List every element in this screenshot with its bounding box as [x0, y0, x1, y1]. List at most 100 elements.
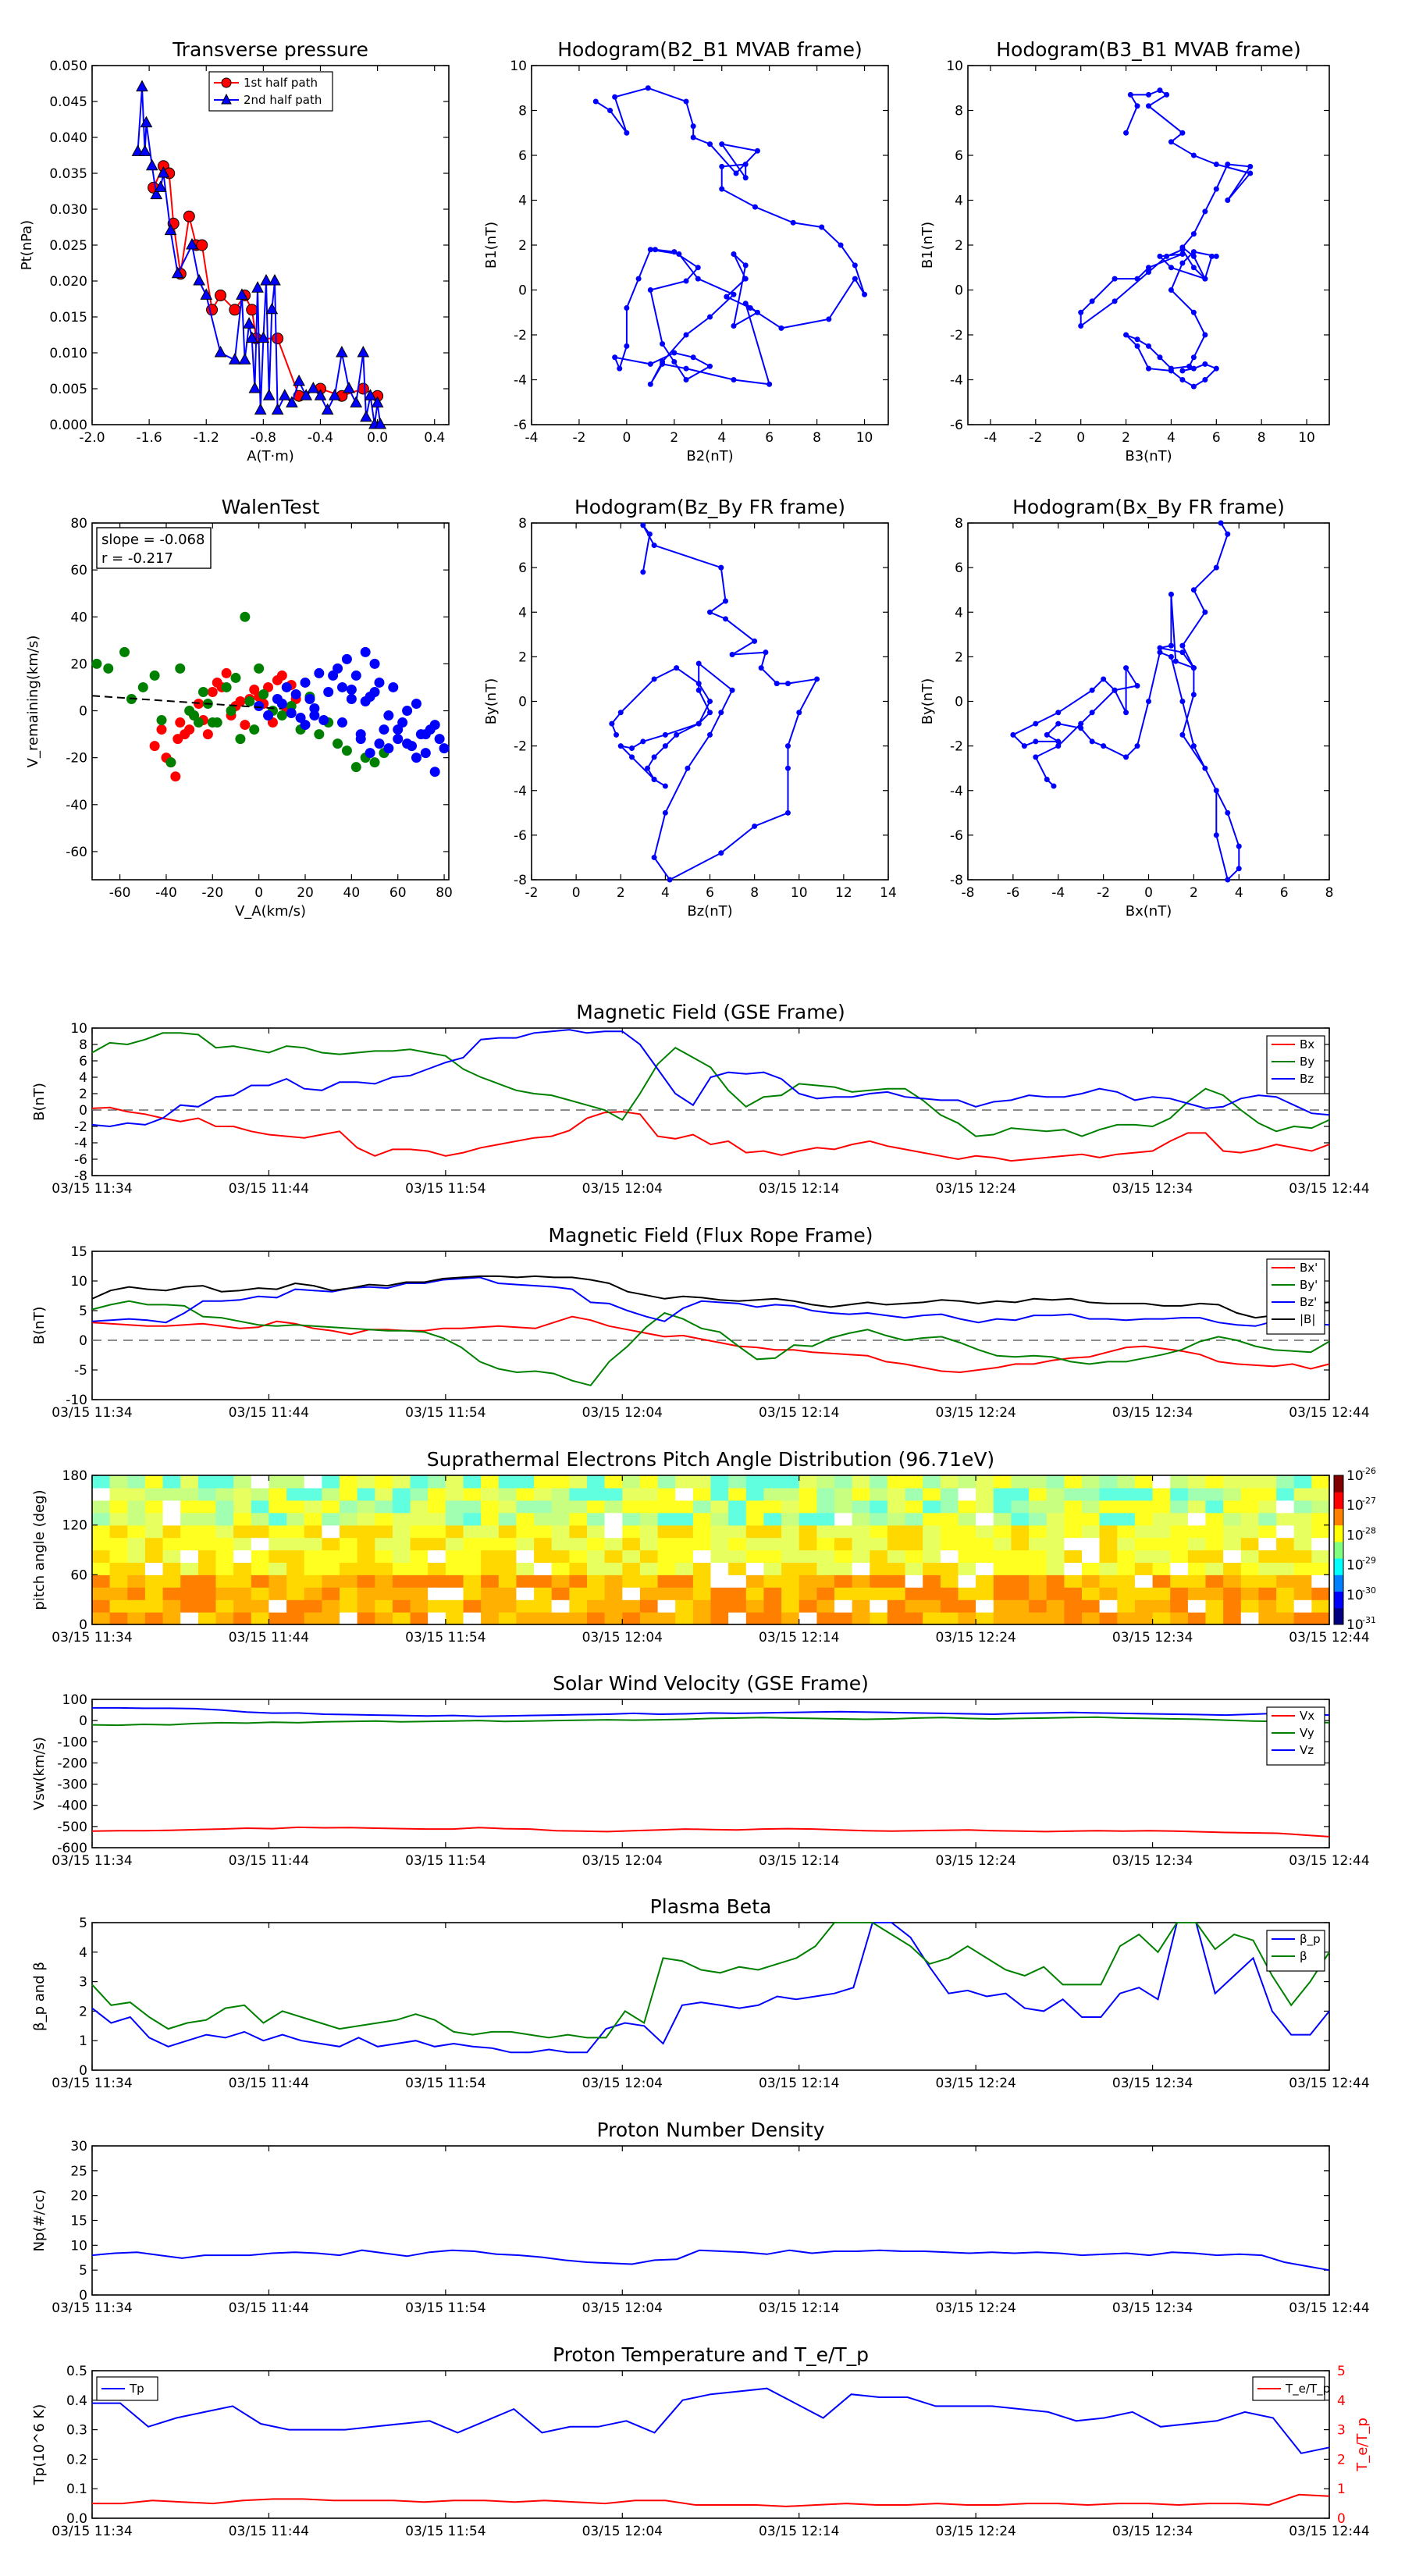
- heatmap-cell: [1134, 1512, 1154, 1526]
- y-tick-label: -40: [66, 798, 87, 813]
- heatmap-cell: [1223, 1475, 1242, 1489]
- heatmap-cell: [587, 1612, 606, 1625]
- heatmap-cell: [1152, 1500, 1171, 1514]
- heatmap-cell: [410, 1512, 429, 1526]
- y-tick-label-right: 1: [1337, 2482, 1346, 2497]
- series-bx-line: [91, 1106, 1330, 1162]
- heatmap-cell: [92, 1562, 111, 1575]
- heatmap-cell: [1029, 1574, 1048, 1588]
- heatmap-cell: [551, 1537, 570, 1551]
- heatmap-cell: [1029, 1550, 1048, 1563]
- hodogram-point: [1225, 877, 1231, 883]
- heatmap-cell: [1082, 1525, 1101, 1539]
- heatmap-cell: [410, 1487, 429, 1501]
- x-axis-label: V_A(km/s): [235, 903, 306, 920]
- hodogram-point: [707, 609, 713, 615]
- chart-title: Suprathermal Electrons Pitch Angle Distr…: [427, 1448, 994, 1471]
- hodogram-point: [1190, 383, 1197, 390]
- heatmap-cell: [162, 1500, 181, 1514]
- hodogram-point: [729, 687, 735, 693]
- y-tick-label-right: 0: [1337, 2511, 1346, 2527]
- data-point: [145, 158, 158, 171]
- heatmap-cell: [763, 1612, 782, 1625]
- heatmap-cell: [1082, 1537, 1101, 1551]
- x-tick-label: -60: [109, 885, 131, 901]
- heatmap-cell: [534, 1500, 553, 1514]
- heatmap-cell: [410, 1475, 429, 1489]
- heatmap-cell: [781, 1562, 800, 1575]
- data-point: [336, 345, 348, 358]
- heatmap-cell: [1011, 1525, 1030, 1539]
- heatmap-cell: [1046, 1612, 1065, 1625]
- data-point: [245, 331, 258, 343]
- hodogram-point: [683, 98, 689, 105]
- heatmap-cell: [233, 1525, 252, 1539]
- hodogram-point: [1202, 361, 1208, 367]
- y-axis-label: B(nT): [31, 1083, 48, 1121]
- hodogram-point: [742, 301, 749, 307]
- heatmap-cell: [834, 1587, 853, 1600]
- heatmap-cell: [215, 1487, 234, 1501]
- hodogram-point: [1202, 609, 1208, 615]
- scatter-point: [254, 663, 265, 674]
- heatmap-cell: [127, 1550, 146, 1563]
- x-tick-label: 60: [389, 885, 407, 901]
- heatmap-cell: [976, 1562, 994, 1575]
- heatmap-cell: [1276, 1562, 1295, 1575]
- heatmap-cell: [1205, 1599, 1224, 1613]
- heatmap-cell: [657, 1512, 676, 1526]
- hodogram-point: [1190, 354, 1197, 361]
- legend-box: [1266, 1706, 1325, 1766]
- heatmap-cell: [410, 1587, 429, 1600]
- hodogram-point: [1123, 754, 1129, 760]
- heatmap-cell: [304, 1587, 322, 1600]
- data-point: [271, 403, 284, 415]
- heatmap-cell: [516, 1574, 535, 1588]
- hodogram-point: [1213, 162, 1219, 167]
- heatmap-cell: [1011, 1487, 1030, 1501]
- heatmap-cell: [1029, 1599, 1048, 1613]
- heatmap-cell: [1293, 1587, 1312, 1600]
- heatmap-cell: [1205, 1500, 1224, 1514]
- x-tick-label: 80: [436, 885, 453, 901]
- heatmap-cell: [799, 1537, 817, 1551]
- heatmap-cell: [109, 1500, 128, 1514]
- hodogram-point: [1168, 642, 1174, 649]
- y-tick-label-right: 2: [1337, 2452, 1346, 2467]
- x-tick-label: -1.2: [194, 430, 219, 446]
- heatmap-cell: [1311, 1525, 1330, 1539]
- legend-label: Vy: [1300, 1726, 1314, 1740]
- data-point: [196, 239, 208, 251]
- scatter-point: [434, 734, 445, 745]
- hodogram-point: [676, 251, 682, 257]
- heatmap-cell: [710, 1612, 729, 1625]
- y-tick-label: 0: [79, 1617, 87, 1633]
- legend-box: [1266, 1258, 1325, 1335]
- heatmap-cell: [410, 1599, 429, 1613]
- heatmap-cell: [109, 1574, 128, 1588]
- y-tick-label: 4: [79, 1070, 87, 1086]
- x-tick-label: 14: [880, 885, 897, 901]
- heatmap-cell: [304, 1599, 322, 1613]
- hodogram-point: [617, 710, 624, 716]
- heatmap-cell: [463, 1599, 482, 1613]
- heatmap-cell: [1240, 1562, 1259, 1575]
- heatmap-cell: [1258, 1562, 1277, 1575]
- heatmap-cell: [657, 1525, 676, 1539]
- y-tick-label: 0: [518, 283, 527, 299]
- heatmap-cell: [710, 1550, 729, 1563]
- heatmap-cell: [940, 1537, 959, 1551]
- heatmap-cell: [639, 1599, 659, 1613]
- heatmap-cell: [745, 1475, 764, 1489]
- heatmap-cell: [1293, 1512, 1312, 1526]
- chart-title: Transverse pressure: [172, 38, 368, 61]
- time-tick-label: 03/15 11:34: [52, 1181, 132, 1197]
- y-tick-label: 5: [79, 2263, 87, 2279]
- y-axis-label: V_remaining(km/s): [25, 635, 41, 768]
- heatmap-cell: [692, 1537, 712, 1551]
- y-axis-label-right: T_e/T_p: [1354, 2418, 1371, 2472]
- time-tick-label: 03/15 11:34: [52, 2300, 132, 2316]
- heatmap-cell: [1293, 1475, 1312, 1489]
- heatmap-cell: [233, 1599, 252, 1613]
- heatmap-cell: [410, 1500, 429, 1514]
